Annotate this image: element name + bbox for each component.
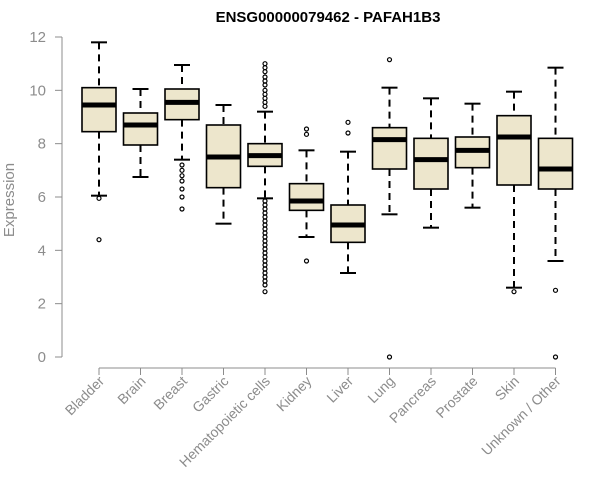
x-tick-label: Kidney (273, 373, 315, 415)
outlier-point (262, 202, 268, 208)
y-axis: 0 2 4 6 8 10 12 (29, 29, 63, 366)
x-tick-label: Liver (323, 373, 356, 406)
outlier-point (511, 289, 517, 295)
box-bladder (81, 41, 117, 243)
box-iqr (288, 182, 325, 212)
outlier-point (262, 238, 268, 244)
outlier-point (179, 206, 185, 212)
outlier-point (262, 69, 268, 75)
outlier-point (386, 57, 393, 63)
outlier-point (262, 198, 268, 204)
box-pancreas (413, 97, 449, 229)
box-breast (164, 64, 200, 212)
outlier-point (262, 242, 268, 248)
x-tick-label: Skin (492, 373, 523, 404)
box-iqr (537, 137, 574, 190)
outlier-point (179, 167, 185, 173)
outlier-point (345, 119, 351, 125)
outlier-point (262, 266, 268, 272)
box-iqr (122, 112, 159, 146)
outlier-point (179, 194, 185, 200)
outlier-point (262, 262, 268, 268)
outlier-point (262, 278, 268, 284)
outlier-point (262, 234, 268, 240)
outlier-point (552, 354, 559, 360)
chart-title: ENSG00000079462 - PAFAH1B3 (216, 9, 441, 26)
x-tick-label: Unknown / Other (478, 373, 564, 459)
plot-area (81, 41, 574, 360)
outlier-point (303, 258, 310, 264)
outlier-point (262, 230, 268, 236)
outlier-point (303, 126, 310, 132)
box-liver (330, 119, 366, 274)
outlier-point (262, 258, 268, 264)
outlier-point (262, 289, 268, 295)
outlier-point (262, 210, 268, 216)
box-brain (122, 88, 159, 178)
y-tick-label: 4 (38, 242, 46, 259)
outlier-point (179, 162, 185, 168)
outlier-point (262, 103, 268, 109)
y-tick-label: 6 (38, 189, 46, 206)
outlier-point (179, 173, 185, 179)
outlier-point (262, 82, 268, 88)
y-tick-label: 10 (29, 82, 46, 99)
y-tick-label: 12 (29, 29, 46, 46)
outlier-point (262, 282, 268, 288)
outlier-point (96, 195, 102, 201)
outlier-point (262, 226, 268, 232)
outlier-point (303, 131, 310, 137)
outlier-point (345, 130, 351, 136)
outlier-point (179, 178, 185, 184)
box-iqr (496, 114, 532, 186)
box-skin (496, 90, 532, 295)
outlier-point (262, 246, 268, 252)
y-axis-label: Expression (1, 163, 18, 237)
box-hematopoietic-cells (247, 61, 283, 295)
x-tick-label: Breast (150, 373, 190, 413)
x-tick-label: Bladder (62, 373, 108, 419)
box-iqr (371, 126, 408, 170)
x-tick-label: Brain (114, 373, 148, 407)
x-tick-label: Prostate (432, 373, 480, 421)
box-iqr (413, 137, 449, 190)
outlier-point (262, 218, 268, 224)
box-unknown-other (537, 66, 574, 360)
outlier-point (262, 270, 268, 276)
box-gastric (205, 104, 242, 225)
box-kidney (288, 126, 325, 264)
outlier-point (96, 237, 102, 243)
box-prostate (454, 102, 491, 209)
outlier-point (552, 287, 559, 293)
outlier-point (262, 206, 268, 212)
outlier-point (386, 354, 393, 360)
outlier-point (262, 250, 268, 256)
x-tick-label: Lung (364, 373, 397, 406)
outlier-point (262, 214, 268, 220)
y-tick-label: 2 (38, 296, 46, 313)
outlier-point (262, 254, 268, 260)
y-tick-label: 8 (38, 136, 46, 153)
box-iqr (81, 86, 117, 133)
y-tick-label: 0 (38, 349, 46, 366)
box-lung (371, 57, 408, 360)
outlier-point (179, 186, 185, 192)
outlier-point (262, 222, 268, 228)
outlier-point (262, 274, 268, 280)
